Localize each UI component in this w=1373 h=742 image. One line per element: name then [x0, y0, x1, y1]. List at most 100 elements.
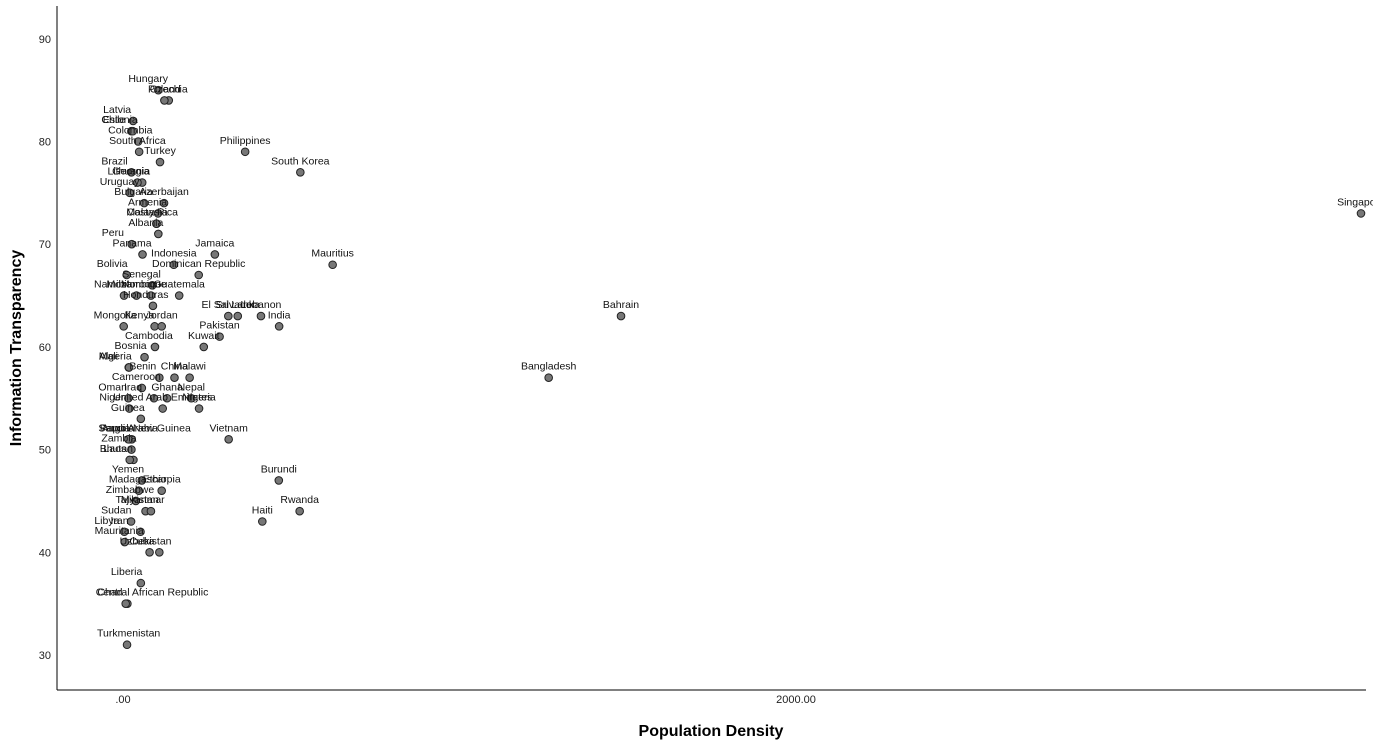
data-point — [125, 188, 135, 198]
data-label: Estonia — [103, 114, 138, 126]
data-label: Bangladesh — [521, 361, 577, 373]
data-label: Colombia — [108, 125, 153, 137]
data-label: Nigeria — [182, 392, 215, 404]
data-point — [124, 393, 133, 403]
data-point — [224, 311, 233, 321]
data-label: Iran — [110, 515, 128, 527]
data-point — [128, 116, 138, 126]
data-point — [274, 322, 284, 331]
data-point — [125, 455, 135, 465]
data-point — [136, 414, 146, 424]
data-point — [157, 322, 166, 331]
data-point — [256, 311, 266, 321]
data-label: Cambodia — [125, 330, 173, 342]
data-label: Brazil — [101, 155, 127, 167]
data-label: Peru — [102, 227, 124, 239]
data-point — [170, 373, 179, 383]
data-point — [122, 270, 132, 280]
data-label: Mongolia — [94, 309, 137, 321]
data-point — [119, 322, 128, 331]
data-point — [124, 363, 134, 372]
data-label: Mali — [99, 350, 118, 362]
data-point — [160, 96, 169, 105]
data-point — [150, 342, 160, 352]
data-label: Honduras — [123, 289, 169, 301]
data-label: Chile — [101, 114, 125, 126]
data-label: Lebanon — [241, 299, 282, 311]
data-label: Liberia — [111, 566, 143, 578]
data-label: Libya — [94, 515, 119, 527]
data-label: Algeria — [99, 350, 132, 362]
data-label: Yemen — [112, 463, 144, 475]
data-point — [152, 219, 161, 228]
data-point — [148, 301, 158, 311]
data-label: Haiti — [252, 504, 273, 516]
data-label: Benin — [129, 361, 156, 373]
data-label: Malawi — [173, 361, 206, 373]
x-tick-label: 2000.00 — [776, 694, 816, 706]
x-tick-label: .00 — [115, 694, 130, 706]
data-point — [194, 270, 204, 280]
data-label: Laos — [103, 443, 126, 455]
data-label: Kenya — [125, 309, 155, 321]
data-point — [131, 496, 141, 506]
data-label: United Arab Emirates — [113, 392, 212, 404]
data-label: Ethiopia — [143, 474, 181, 486]
data-label: Bolivia — [97, 258, 128, 270]
data-point — [147, 280, 157, 290]
data-point — [240, 147, 250, 157]
data-label: Central African Republic — [96, 587, 209, 599]
data-label: Panama — [113, 237, 152, 249]
data-label: Morocco — [121, 279, 161, 291]
data-point — [134, 486, 144, 495]
data-label: Cuba — [129, 535, 154, 547]
data-label: Chad — [97, 587, 122, 599]
data-point — [137, 476, 147, 485]
data-label: Hungary — [128, 73, 168, 85]
y-tick-label: 80 — [39, 137, 51, 149]
data-label: Latvia — [103, 104, 131, 116]
data-point — [120, 527, 129, 537]
data-label: Uruguay — [100, 176, 140, 188]
data-label: Lithuania — [107, 166, 150, 178]
data-point — [210, 250, 220, 259]
data-point — [139, 198, 149, 208]
data-label: Nepal — [178, 381, 205, 393]
y-tick-label: 40 — [39, 547, 51, 559]
data-point — [124, 435, 133, 444]
y-tick-label: 50 — [39, 445, 51, 457]
data-label: Angola — [102, 422, 135, 434]
data-point — [119, 291, 129, 300]
data-points — [119, 85, 1366, 650]
data-point — [127, 239, 137, 249]
data-label: Indonesia — [151, 248, 197, 260]
data-label: Jamaica — [195, 237, 234, 249]
data-point — [155, 373, 164, 383]
data-label: Guinea — [111, 402, 145, 414]
y-axis-title: Information Transparency — [8, 250, 25, 447]
data-point — [146, 291, 156, 300]
data-point — [544, 373, 553, 383]
data-point — [140, 352, 149, 362]
data-label: Sudan — [101, 504, 132, 516]
data-point — [155, 157, 165, 167]
y-axis: 30 40 50 60 70 80 90 — [39, 6, 58, 690]
data-point — [169, 260, 179, 270]
data-point — [187, 393, 196, 403]
data-label: Senegal — [122, 268, 161, 280]
data-label: Azerbaijan — [139, 186, 189, 198]
data-point — [154, 229, 163, 239]
data-label: Rwanda — [280, 494, 319, 506]
data-label: Niger — [99, 392, 125, 404]
data-label: South Africa — [109, 135, 166, 147]
data-point — [258, 517, 267, 526]
data-point — [136, 527, 145, 537]
data-label: Iraq — [124, 381, 142, 393]
data-point — [224, 435, 233, 444]
data-point — [127, 445, 136, 454]
y-tick-label: 60 — [39, 342, 51, 354]
data-label: Ghana — [151, 381, 183, 393]
data-point — [1356, 209, 1366, 218]
data-label: Tajikistan — [116, 494, 159, 506]
